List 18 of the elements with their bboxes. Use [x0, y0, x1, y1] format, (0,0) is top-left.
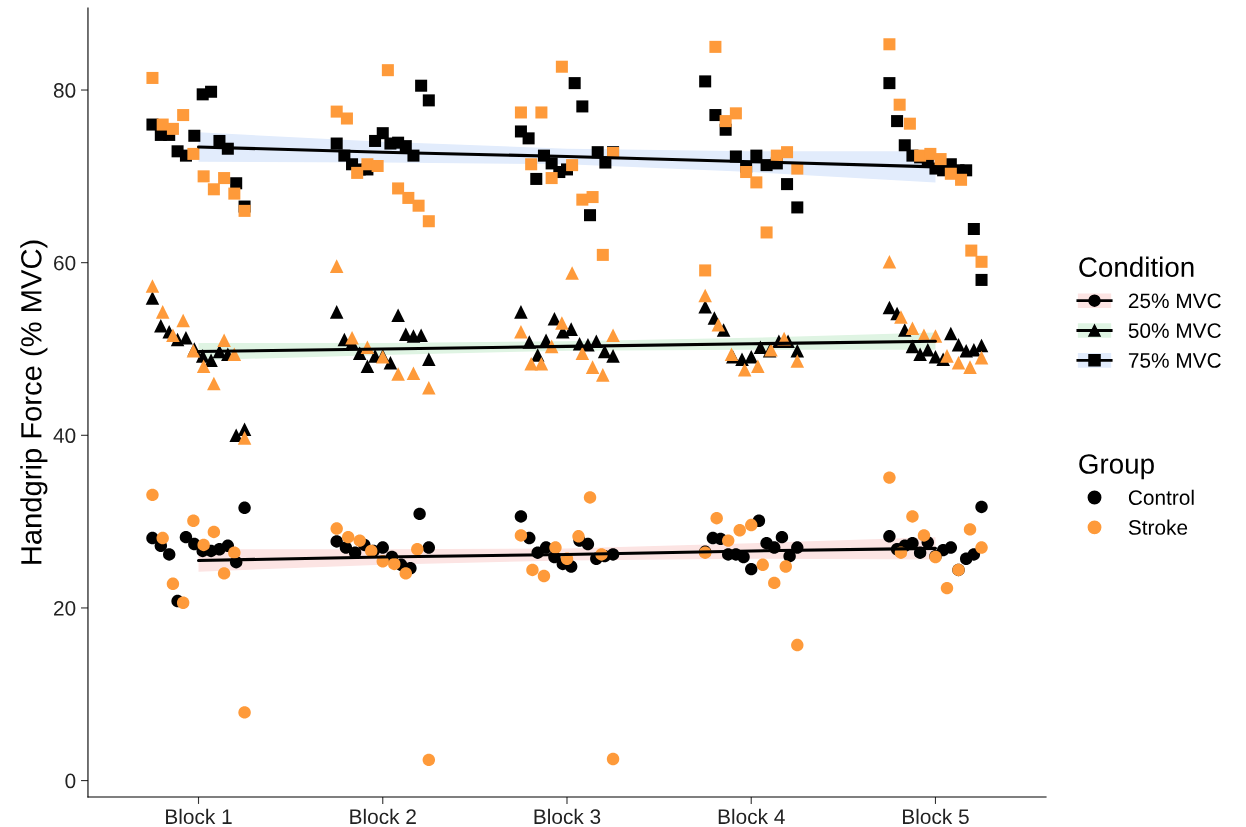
legend-label: 25% MVC [1128, 293, 1221, 309]
x-tick-label: Block 1 [166, 808, 232, 825]
x-tick-label: Block 5 [903, 808, 969, 825]
y-tick-label: 60 [54, 255, 76, 271]
legend-label: Stroke [1128, 519, 1188, 535]
y-axis-title: Handgrip Force (% MVC) [20, 240, 48, 564]
legend-label: 50% MVC [1128, 323, 1221, 339]
text: Condition [1079, 256, 1194, 277]
x-tick-label: Block 3 [534, 808, 601, 825]
y-tick-label: 40 [53, 428, 76, 444]
legend-label: Control [1128, 489, 1194, 506]
x-tick-label: Block 2 [350, 808, 416, 825]
legend-label: 75% MVC [1128, 353, 1221, 368]
x-tick-label: Block 4 [718, 808, 785, 825]
text: Group [1079, 454, 1154, 480]
y-tick-label: 20 [54, 600, 76, 616]
y-tick-label: 0 [65, 773, 76, 789]
y-tick-label: 80 [53, 83, 76, 98]
